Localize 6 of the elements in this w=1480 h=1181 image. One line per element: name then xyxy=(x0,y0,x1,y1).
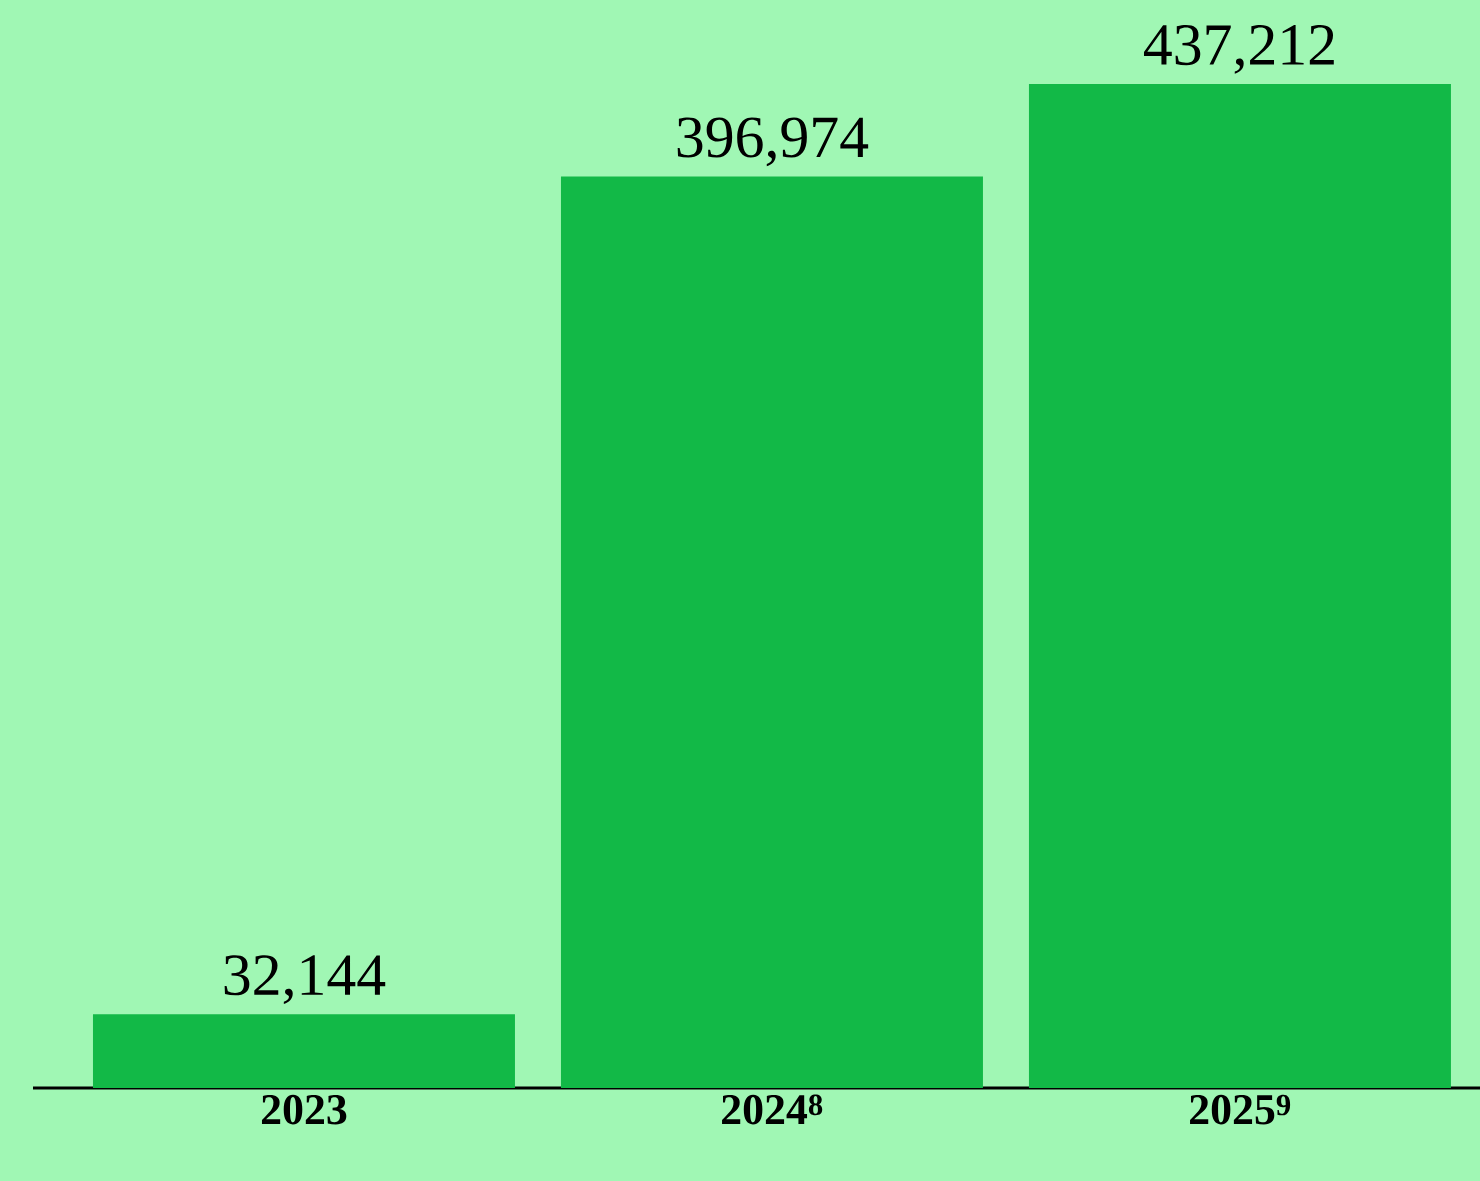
data-label: 437,212 xyxy=(1143,25,1334,74)
data-label: 396,974 xyxy=(677,117,869,167)
x-tick-label: 2024$^{8}$ xyxy=(722,1094,823,1125)
data-label: 32,144 xyxy=(224,955,386,1004)
x-tick-label: 2023 xyxy=(261,1094,347,1125)
x-tick-label: 2025$^{9}$ xyxy=(1190,1094,1291,1125)
